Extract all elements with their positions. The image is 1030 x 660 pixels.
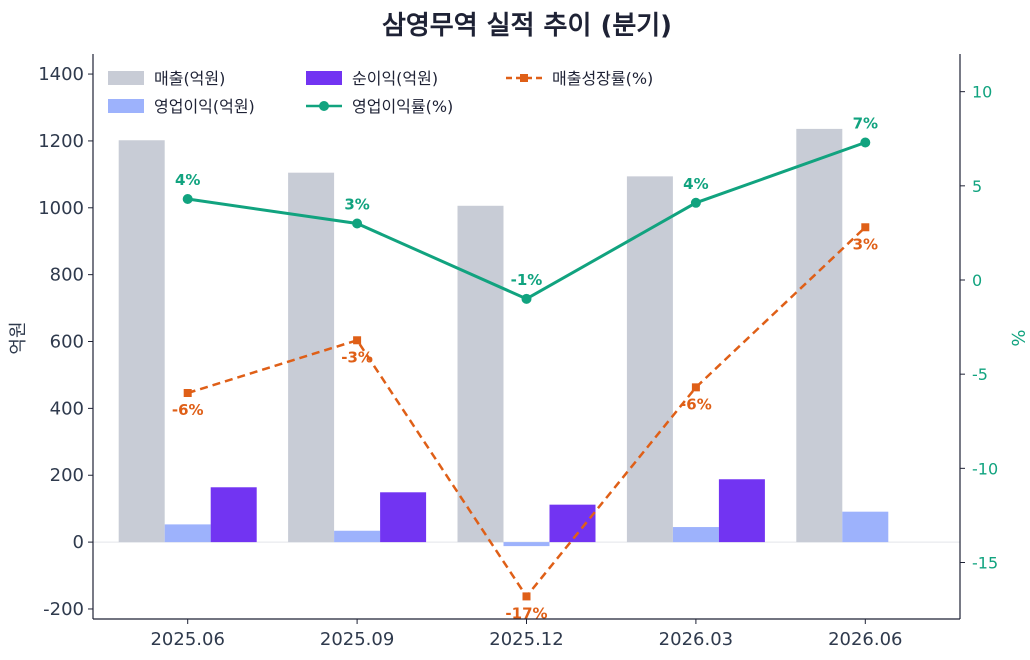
legend: 매출(억원) 영업이익(억원) 순이익(억원) 영업이익률(%) 매출성장률(%) (108, 69, 653, 116)
bar-1-2025.06 (118, 140, 165, 543)
legend-swatch-1 (108, 71, 144, 85)
y-tick-label: 600 (50, 332, 84, 353)
plot-area: 4% 3% -1% 4% 7% -6% -3% -17% -6% 3% -200 0 200 400 600… (38, 54, 998, 650)
y2-tick-label: 10 (972, 83, 992, 102)
y-tick-label: 1200 (38, 131, 84, 152)
legend-label-4: 영업이익률(%) (352, 97, 453, 116)
point-2-2025.09 (353, 336, 362, 345)
data-label-2-2026.03: -6% (680, 395, 712, 413)
bar-2-2025.06 (164, 524, 211, 543)
x-tick-label: 2025.06 (150, 629, 224, 650)
x-tick-label: 2026.03 (659, 629, 733, 650)
legend-label-1: 매출(억원) (154, 69, 225, 88)
point-2-2025.06 (183, 389, 192, 397)
y-axis-label: 억원 (8, 321, 29, 354)
legend-label-5: 매출성장률(%) (552, 69, 653, 88)
y-tick-label: 0 (73, 532, 84, 553)
bar-3-2025.09 (380, 492, 427, 543)
bar-2-2025.12 (503, 542, 550, 547)
bar-1-2025.12 (457, 205, 504, 543)
point-2-2026.03 (691, 383, 700, 392)
data-label-1-2025.06: 4% (175, 171, 200, 189)
bar-3-2025.12 (549, 504, 596, 543)
x-tick-label: 2025.12 (489, 629, 563, 650)
point-1-2025.06 (182, 194, 193, 205)
y-tick-label: 400 (50, 398, 84, 419)
legend-label-2: 영업이익(억원) (154, 97, 255, 116)
point-2-2025.12 (522, 592, 531, 601)
legend-label-3: 순이익(억원) (352, 69, 438, 88)
y2-tick-label: -10 (972, 459, 998, 478)
x-tick-label: 2025.09 (320, 629, 394, 650)
y-tick-label: 1400 (38, 64, 84, 85)
legend-swatch-2 (108, 99, 144, 113)
bar-1-2026.06 (796, 128, 843, 543)
point-1-2025.12 (521, 293, 532, 304)
bar-3-2026.03 (718, 479, 765, 543)
data-label-2-2025.06: -6% (172, 401, 204, 419)
data-label-1-2026.03: 4% (683, 175, 708, 193)
data-label-2-2025.12: -17% (505, 604, 547, 622)
legend-swatch-3 (306, 71, 342, 85)
data-label-2-2026.06: 3% (853, 235, 878, 253)
point-1-2025.09 (352, 218, 363, 229)
bar-2-2026.06 (842, 511, 889, 543)
legend-marker-5 (520, 74, 528, 82)
y2-axis-label: % (1007, 329, 1028, 346)
y2-tick-label: -5 (972, 365, 988, 384)
y-tick-label: 1000 (38, 198, 84, 219)
bar-3-2025.06 (210, 487, 257, 543)
chart-title: 삼영무역 실적 추이 (분기) (382, 11, 672, 41)
bar-2-2026.03 (672, 527, 719, 543)
x-tick-label: 2026.06 (828, 629, 902, 650)
y2-tick-label: -15 (972, 554, 998, 573)
data-label-1-2026.06: 7% (853, 115, 878, 133)
y2-tick-label: 0 (972, 271, 982, 290)
bar-1-2026.03 (626, 176, 673, 543)
legend-marker-4 (319, 101, 329, 111)
data-label-1-2025.12: -1% (511, 271, 543, 289)
bar-2-2025.09 (334, 530, 381, 543)
data-label-2-2025.09: -3% (341, 348, 373, 366)
y-tick-label: 200 (50, 465, 84, 486)
point-2-2026.06 (861, 223, 870, 232)
y2-tick-label: 5 (972, 177, 982, 196)
data-label-1-2025.09: 3% (344, 196, 369, 214)
y-tick-label: -200 (43, 599, 84, 620)
bar-1-2025.09 (288, 172, 335, 543)
point-1-2026.03 (690, 197, 701, 208)
y-tick-label: 800 (50, 265, 84, 286)
point-1-2026.06 (860, 137, 871, 148)
